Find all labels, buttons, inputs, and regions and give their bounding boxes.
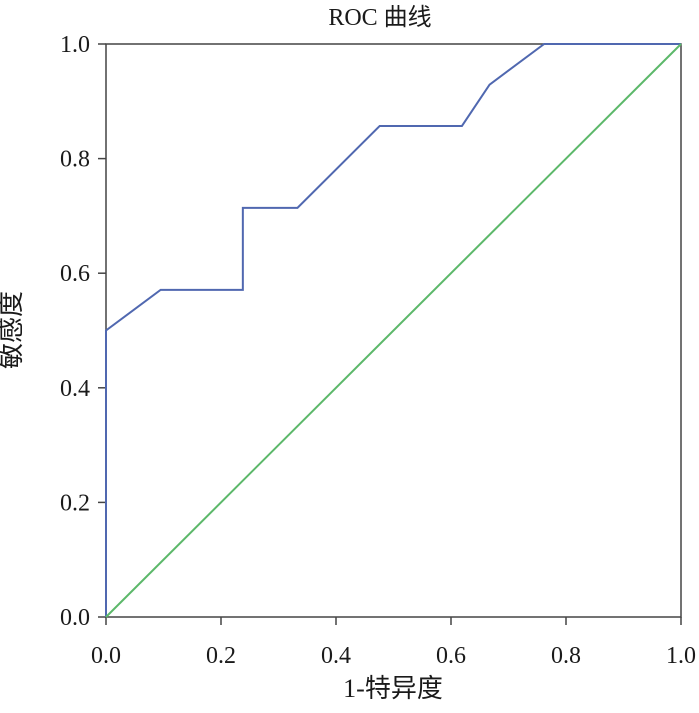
y-axis-ticks: 0.0 0.2 0.4 0.6 0.8 1.0 [60, 32, 106, 631]
x-tick-label: 0.6 [436, 643, 466, 669]
x-axis-title: 1-特异度 [343, 674, 443, 703]
reference-diagonal-line [105, 43, 682, 618]
series-layer [105, 43, 682, 618]
y-tick-label: 1.0 [60, 32, 90, 58]
chart-title: ROC 曲线 [328, 4, 431, 31]
x-tick-label: 0.2 [206, 643, 236, 669]
x-tick-label: 0.4 [321, 643, 351, 669]
x-axis-ticks: 0.0 0.2 0.4 0.6 0.8 1.0 [91, 617, 696, 669]
x-tick-label: 1.0 [666, 643, 696, 669]
roc-curve-line [105, 43, 681, 617]
y-tick-label: 0.2 [60, 490, 90, 516]
x-tick-label: 0.0 [91, 643, 121, 669]
y-tick-label: 0.8 [60, 147, 90, 173]
y-tick-label: 0.4 [60, 376, 90, 402]
y-tick-label: 0.6 [60, 261, 90, 287]
x-tick-label: 0.8 [551, 643, 581, 669]
y-axis-title: 敏感度 [0, 291, 26, 369]
y-tick-label: 0.0 [60, 605, 90, 631]
